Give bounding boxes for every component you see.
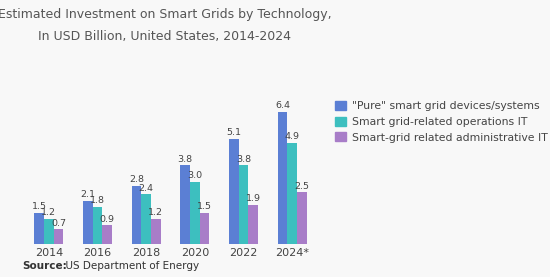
Text: 6.4: 6.4 (275, 101, 290, 110)
Bar (44, 219, 54, 244)
Bar (190, 182, 200, 244)
Text: 1.8: 1.8 (90, 196, 105, 205)
Bar (229, 139, 239, 244)
Text: 1.2: 1.2 (148, 208, 163, 217)
Text: 1.5: 1.5 (197, 202, 212, 211)
Text: 4.9: 4.9 (285, 132, 300, 141)
Bar (287, 143, 297, 244)
Bar (278, 112, 287, 244)
Bar (151, 219, 161, 244)
Bar (54, 229, 63, 244)
Bar (92, 207, 102, 244)
Bar (249, 205, 258, 244)
Bar (34, 213, 44, 244)
Bar (239, 165, 249, 244)
Bar (141, 194, 151, 244)
Text: 2.4: 2.4 (139, 184, 153, 193)
Bar (83, 201, 92, 244)
Text: 0.7: 0.7 (51, 219, 66, 228)
Text: 3.8: 3.8 (236, 155, 251, 164)
Bar (297, 192, 307, 244)
Text: 2.5: 2.5 (294, 182, 310, 191)
Text: In USD Billion, United States, 2014-2024: In USD Billion, United States, 2014-2024 (39, 30, 292, 43)
Text: 2.8: 2.8 (129, 175, 144, 184)
Bar (200, 213, 210, 244)
Text: 2.1: 2.1 (80, 190, 95, 199)
Text: Estimated Investment on Smart Grids by Technology,: Estimated Investment on Smart Grids by T… (0, 8, 332, 21)
Text: 1.2: 1.2 (41, 208, 56, 217)
Text: 0.9: 0.9 (100, 215, 115, 224)
Text: 1.9: 1.9 (246, 194, 261, 203)
Text: 3.0: 3.0 (188, 171, 202, 180)
Text: 5.1: 5.1 (226, 128, 241, 137)
Text: 3.8: 3.8 (178, 155, 192, 164)
Legend: "Pure" smart grid devices/systems, Smart grid-related operations IT, Smart-grid : "Pure" smart grid devices/systems, Smart… (336, 101, 547, 143)
Bar (180, 165, 190, 244)
Text: 1.5: 1.5 (31, 202, 47, 211)
Text: Source:: Source: (22, 261, 67, 271)
Bar (102, 225, 112, 244)
Bar (131, 186, 141, 244)
Text: US Department of Energy: US Department of Energy (59, 261, 200, 271)
